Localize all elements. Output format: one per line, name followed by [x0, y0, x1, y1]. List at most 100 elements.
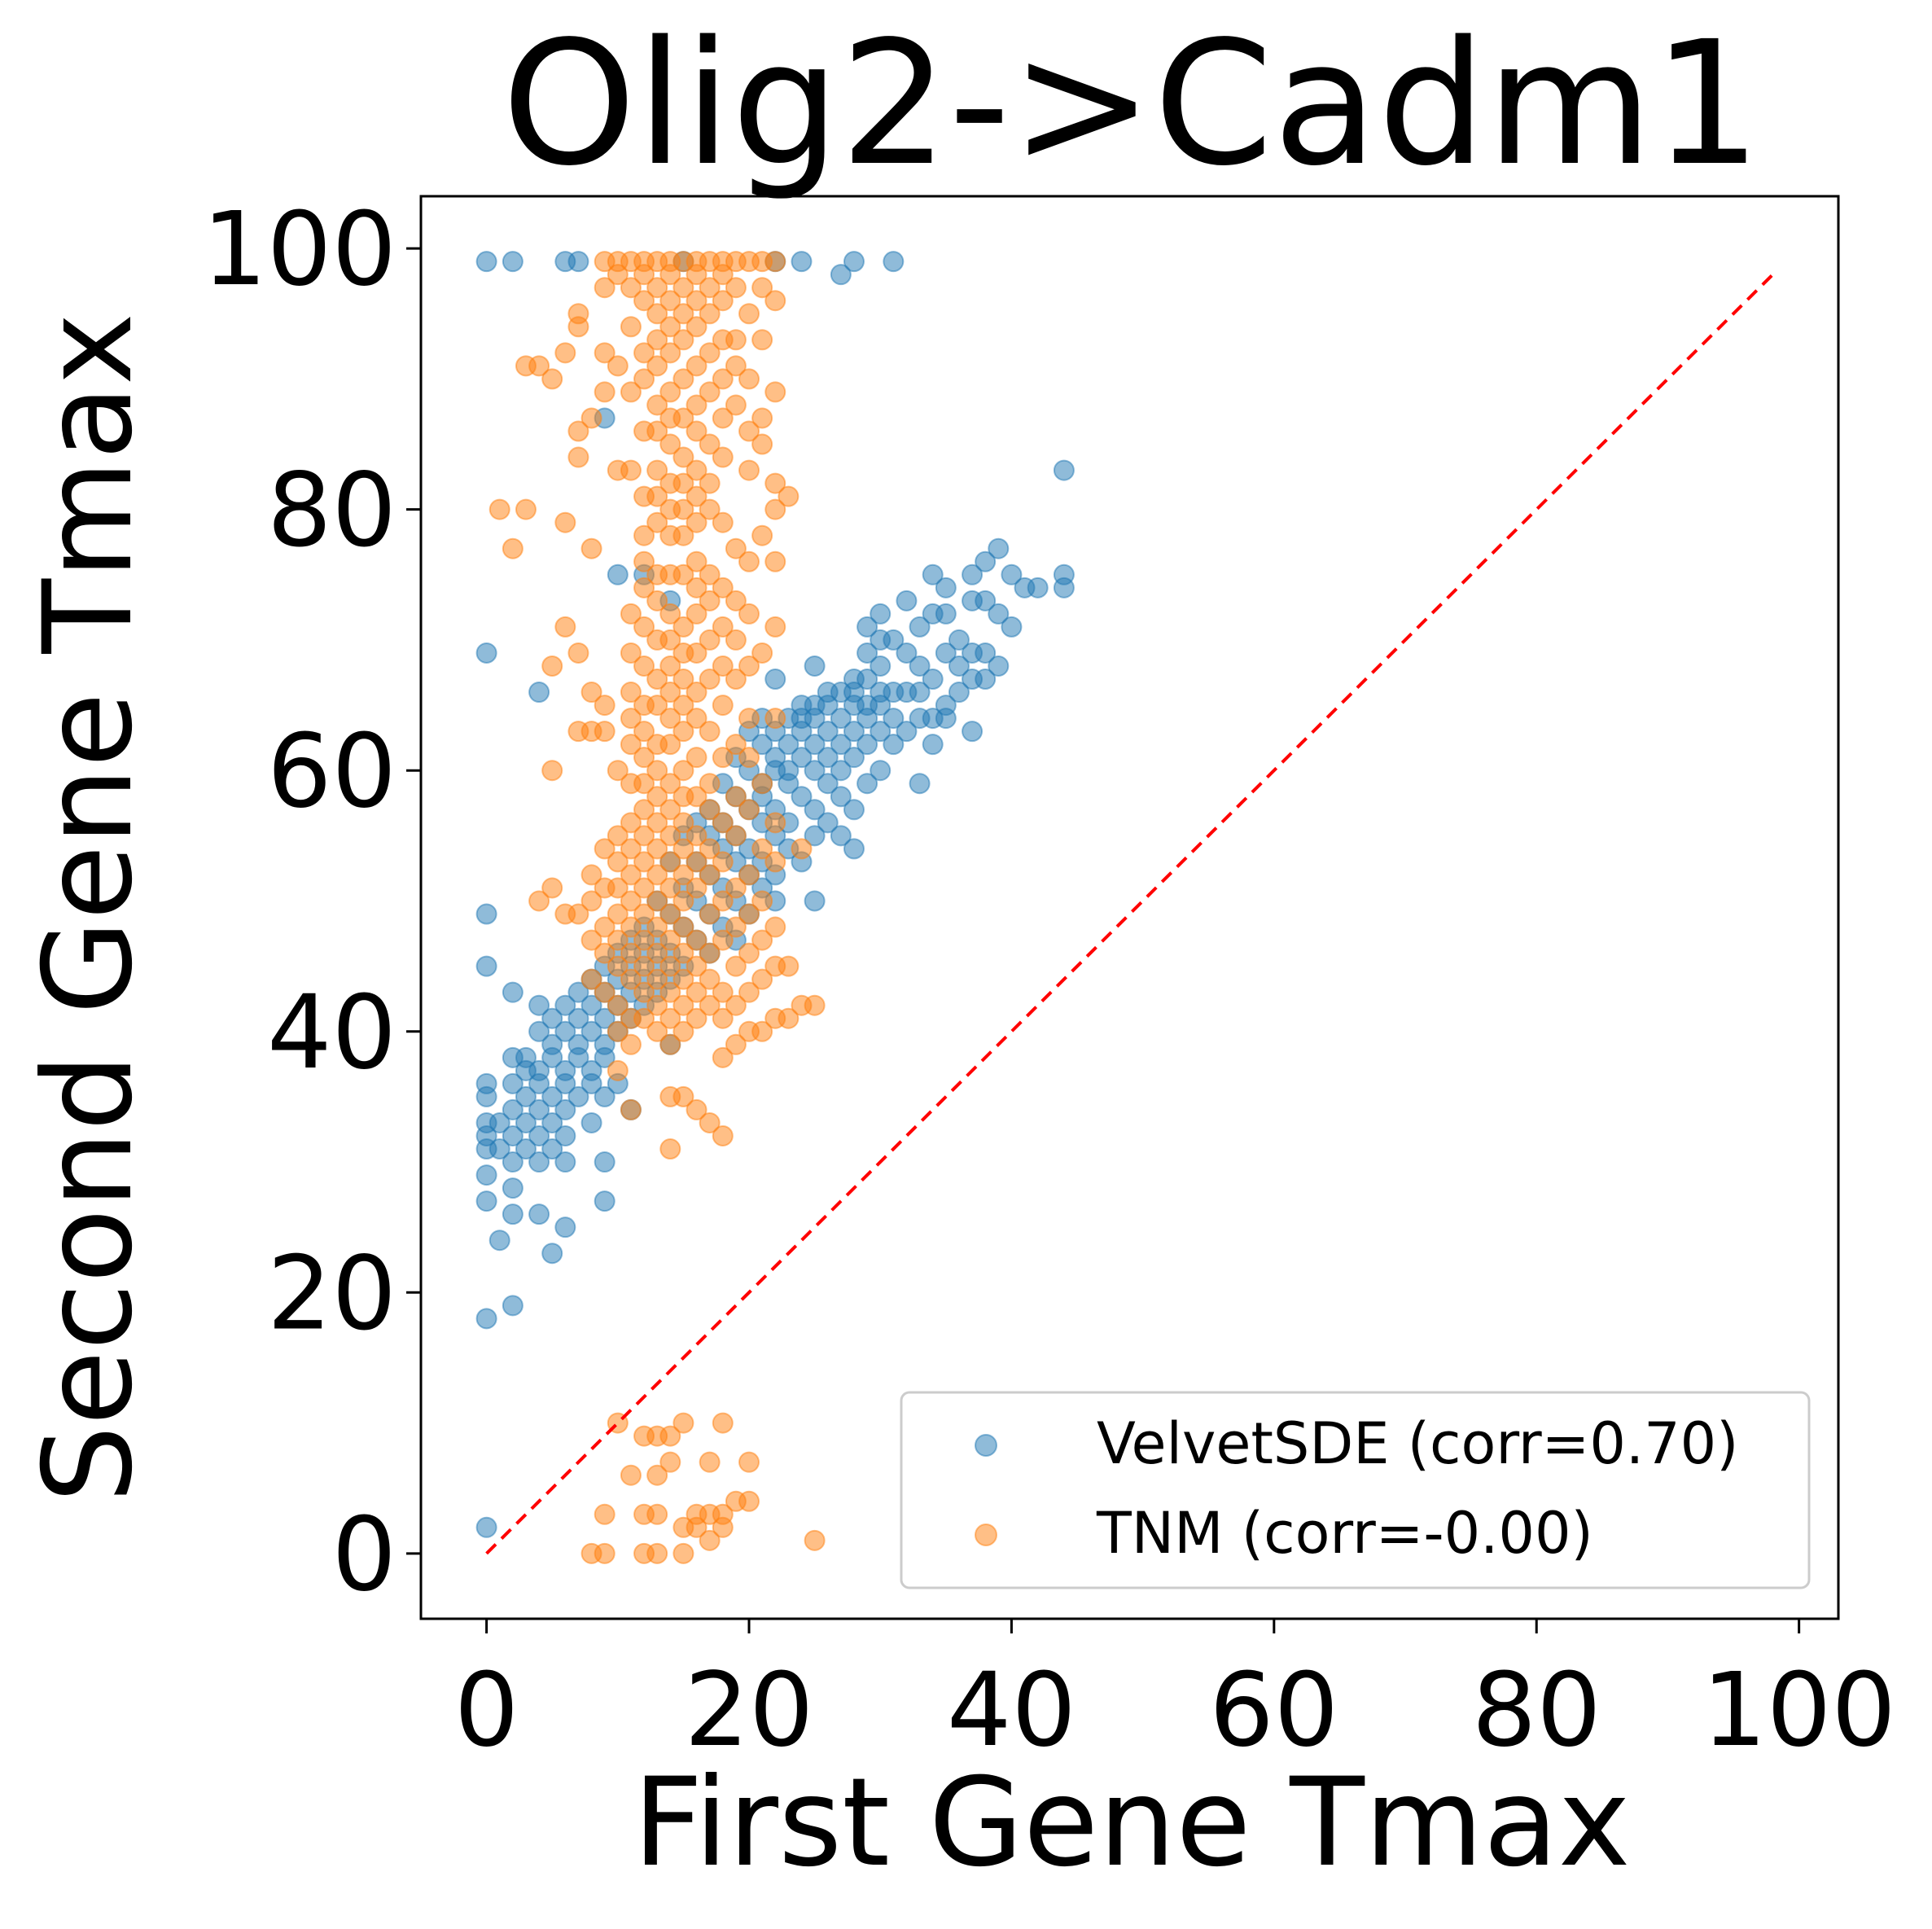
- data-point: [554, 511, 576, 533]
- data-point: [646, 355, 668, 377]
- data-point: [633, 368, 655, 390]
- data-point: [633, 773, 655, 795]
- data-point: [633, 747, 655, 769]
- data-point: [633, 851, 655, 873]
- data-point: [712, 616, 734, 638]
- data-point: [620, 316, 642, 338]
- data-point: [1001, 616, 1023, 638]
- data-point: [580, 864, 602, 886]
- data-point: [672, 812, 694, 834]
- data-point: [554, 1020, 576, 1042]
- data-point: [672, 838, 694, 860]
- data-point: [975, 590, 997, 612]
- data-point: [646, 303, 668, 325]
- data-point: [580, 994, 602, 1016]
- data-point: [633, 616, 655, 638]
- data-point: [567, 642, 589, 664]
- data-point: [870, 695, 892, 717]
- data-point: [515, 1059, 537, 1081]
- data-point: [699, 472, 721, 494]
- data-point: [764, 669, 786, 690]
- data-point: [594, 1085, 616, 1107]
- data-point: [672, 1412, 694, 1434]
- data-point: [633, 799, 655, 821]
- data-point: [620, 459, 642, 481]
- data-point: [778, 1007, 800, 1029]
- data-point: [607, 825, 629, 847]
- data-point: [607, 264, 629, 286]
- y-tick-label: 20: [267, 1234, 396, 1352]
- data-point: [607, 877, 629, 899]
- data-point: [541, 877, 563, 899]
- data-point: [699, 968, 721, 990]
- data-point: [541, 1138, 563, 1160]
- data-point: [764, 916, 786, 938]
- data-point: [646, 511, 668, 533]
- data-point: [620, 1033, 642, 1055]
- data-point: [778, 773, 800, 795]
- data-point: [764, 251, 786, 273]
- data-point: [502, 1203, 524, 1225]
- data-point: [620, 682, 642, 704]
- data-point: [699, 864, 721, 886]
- data-point: [712, 407, 734, 429]
- data-point: [672, 616, 694, 638]
- data-point: [554, 903, 576, 925]
- data-point: [962, 563, 984, 585]
- data-point: [659, 290, 681, 312]
- data-point: [856, 642, 878, 664]
- data-point: [712, 890, 734, 912]
- data-point: [738, 708, 760, 730]
- data-point: [672, 329, 694, 351]
- data-point: [672, 916, 694, 938]
- data-point: [686, 316, 708, 338]
- data-point: [804, 890, 826, 912]
- data-point: [620, 916, 642, 938]
- data-point: [817, 773, 839, 795]
- data-point: [646, 277, 668, 299]
- data-point: [725, 355, 747, 377]
- data-point: [541, 368, 563, 390]
- data-point: [672, 368, 694, 390]
- y-tick-label: 40: [267, 974, 396, 1092]
- data-point: [948, 682, 970, 704]
- data-point: [725, 916, 747, 938]
- data-point: [883, 251, 905, 273]
- data-point: [528, 355, 550, 377]
- data-point: [699, 433, 721, 455]
- data-point: [712, 1125, 734, 1146]
- data-point: [580, 407, 602, 429]
- data-point: [791, 838, 813, 860]
- data-point: [830, 760, 852, 782]
- data-point: [594, 277, 616, 299]
- data-point: [804, 994, 826, 1016]
- data-point: [515, 1138, 537, 1160]
- data-point: [633, 825, 655, 847]
- data-point: [607, 903, 629, 925]
- data-point: [633, 877, 655, 899]
- data-point: [804, 734, 826, 756]
- data-point: [502, 537, 524, 559]
- data-point: [962, 721, 984, 743]
- data-point: [554, 616, 576, 638]
- data-point: [896, 642, 918, 664]
- data-point: [738, 420, 760, 442]
- data-point: [502, 1098, 524, 1120]
- data-point: [659, 955, 681, 977]
- data-point: [922, 563, 944, 585]
- data-point: [502, 1151, 524, 1173]
- data-point: [791, 747, 813, 769]
- data-point: [686, 786, 708, 808]
- plot-frame: [419, 195, 1840, 1620]
- data-point: [594, 1151, 616, 1173]
- data-point: [633, 524, 655, 546]
- data-point: [528, 1125, 550, 1146]
- data-point: [528, 1151, 550, 1173]
- data-point: [659, 1007, 681, 1029]
- data-point: [620, 838, 642, 860]
- data-point: [725, 277, 747, 299]
- data-point: [528, 1072, 550, 1094]
- data-point: [751, 890, 773, 912]
- data-point: [659, 981, 681, 1003]
- x-tick-label: 80: [1472, 1651, 1601, 1769]
